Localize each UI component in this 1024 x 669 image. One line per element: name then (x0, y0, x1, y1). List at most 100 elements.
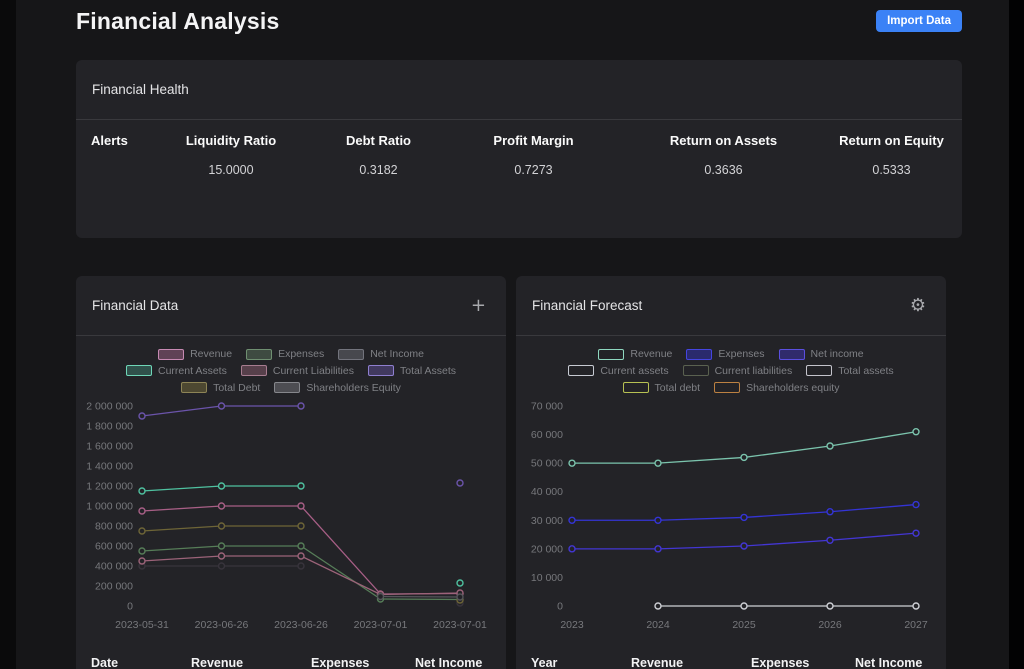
financial-forecast-card: Financial Forecast ⚙ Revenue Expenses Net … (516, 276, 946, 669)
health-column-headers: Alerts Liquidity Ratio Debt Ratio Profit Ma… (76, 133, 962, 148)
table-cell: 15.0000 (208, 163, 254, 177)
table-cell: Date (91, 656, 119, 669)
legend-swatch-icon (714, 382, 741, 394)
legend-item[interactable]: Current assets (568, 364, 669, 377)
legend-label: Current Assets (157, 364, 227, 377)
gear-icon[interactable]: ⚙ (906, 295, 930, 317)
legend-item[interactable]: Net income (778, 348, 864, 361)
table-cell: Expenses (311, 656, 370, 669)
svg-text:2023-07-01: 2023-07-01 (433, 619, 487, 631)
legend-label: Current liabilities (714, 364, 793, 377)
svg-text:0: 0 (127, 601, 133, 613)
svg-text:50 000: 50 000 (531, 458, 563, 470)
table-cell: 0.5333 (872, 163, 911, 177)
plus-icon[interactable]: + (467, 295, 490, 317)
legend-label: Current Liabilities (272, 364, 354, 377)
svg-text:1 400 000: 1 400 000 (86, 461, 133, 473)
legend-swatch-icon (246, 348, 273, 360)
svg-text:1 000 000: 1 000 000 (86, 501, 133, 513)
svg-text:800 000: 800 000 (95, 521, 133, 533)
legend-item[interactable]: Current Assets (125, 364, 227, 377)
legend-label: Net Income (370, 348, 424, 361)
svg-text:0: 0 (557, 601, 563, 613)
legend-item[interactable]: Expenses (246, 348, 324, 360)
legend-item[interactable]: Shareholders Equity (274, 382, 401, 394)
page-title: Financial Analysis (76, 8, 280, 34)
legend-swatch-icon (274, 382, 301, 394)
svg-text:30 000: 30 000 (531, 515, 563, 527)
legend-item[interactable]: Total Assets (367, 364, 457, 377)
legend-item[interactable]: Revenue (158, 348, 232, 360)
legend-item[interactable]: Total assets (806, 364, 894, 377)
svg-text:60 000: 60 000 (531, 429, 563, 441)
legend-item[interactable]: Total debt (622, 381, 701, 394)
svg-text:10 000: 10 000 (531, 572, 563, 584)
svg-text:2026: 2026 (818, 619, 842, 631)
financial-forecast-title: Financial Forecast (532, 298, 643, 313)
legend-label: Total Assets (399, 364, 457, 377)
financial-forecast-chart: 0 10 000 20 000 30 000 40 000 50 000 60 000 70 … (531, 401, 928, 632)
svg-text:2023-07-01: 2023-07-01 (354, 619, 408, 631)
svg-text:2025: 2025 (732, 619, 756, 631)
svg-text:1 200 000: 1 200 000 (86, 481, 133, 493)
table-cell: 0.7273 (514, 163, 553, 177)
legend-item[interactable]: Revenue (598, 348, 672, 360)
legend-label: Expenses (278, 348, 325, 361)
svg-text:200 000: 200 000 (95, 581, 133, 593)
svg-text:2024: 2024 (646, 619, 670, 631)
financial-health-card: Financial Health Alerts Liquidity Ratio De… (76, 60, 962, 238)
legend-swatch-icon (622, 382, 649, 394)
legend-swatch-icon (568, 365, 595, 377)
legend-item[interactable]: Current Liabilities (240, 364, 354, 377)
table-cell: 0.3182 (359, 163, 398, 177)
legend-label: Total Debt (213, 381, 261, 394)
financial-data-title: Financial Data (92, 298, 179, 313)
legend-item[interactable]: Expenses (686, 348, 765, 361)
legend-item[interactable]: Total Debt (181, 382, 260, 394)
svg-text:70 000: 70 000 (531, 401, 563, 413)
svg-text:1 600 000: 1 600 000 (86, 441, 133, 453)
legend-label: Revenue (630, 348, 673, 361)
right-edge-strip (1009, 0, 1024, 669)
financial-data-card: Financial Data + Revenue Expenses Net Inco… (76, 276, 506, 669)
svg-text:2023: 2023 (560, 619, 584, 631)
legend-label: Current assets (600, 364, 669, 377)
legend-item[interactable]: Shareholders equity (714, 382, 839, 394)
financial-forecast-legend: Revenue Expenses Net income Current assets C… (516, 336, 946, 398)
table-cell: 0.3636 (704, 163, 743, 177)
svg-text:20 000: 20 000 (531, 543, 563, 555)
health-values-row: 15.0000 0.3182 0.7273 0.3636 0.5333 (76, 163, 962, 177)
legend-swatch-icon (158, 348, 185, 360)
legend-label: Expenses (718, 348, 765, 361)
svg-text:400 000: 400 000 (95, 561, 133, 573)
legend-label: Net income (810, 348, 864, 361)
svg-text:2027: 2027 (904, 619, 928, 631)
financial-forecast-table-headers: Year Revenue Expenses Net Income (516, 656, 946, 669)
table-cell: Return on Equity (839, 133, 944, 148)
svg-text:2023-06-26: 2023-06-26 (195, 619, 249, 631)
legend-swatch-icon (682, 365, 709, 377)
legend-item[interactable]: Current liabilities (682, 364, 793, 377)
financial-forecast-header: Financial Forecast ⚙ (516, 276, 946, 336)
legend-swatch-icon (181, 382, 208, 394)
table-cell: Return on Assets (669, 133, 778, 148)
legend-swatch-icon (778, 348, 805, 360)
charts-row: Financial Data + Revenue Expenses Net Inco… (76, 276, 962, 669)
import-data-button[interactable]: Import Data (876, 10, 962, 32)
legend-swatch-icon (240, 365, 267, 377)
table-cell: Revenue (631, 656, 684, 669)
svg-text:600 000: 600 000 (95, 541, 133, 553)
legend-swatch-icon (598, 348, 625, 360)
legend-item[interactable]: Net Income (338, 348, 424, 360)
financial-data-chart: 0 200 000 400 000 600 000 800 000 1 000 000 1 … (86, 401, 487, 632)
legend-swatch-icon (338, 348, 365, 360)
legend-label: Total debt (654, 381, 701, 394)
svg-text:40 000: 40 000 (531, 486, 563, 498)
legend-label: Total assets (838, 364, 894, 377)
legend-label: Shareholders Equity (306, 381, 401, 394)
left-edge-strip (0, 0, 16, 669)
legend-label: Revenue (190, 348, 233, 361)
legend-swatch-icon (125, 365, 152, 377)
table-cell: Profit Margin (493, 133, 574, 148)
legend-label: Shareholders equity (746, 381, 840, 394)
